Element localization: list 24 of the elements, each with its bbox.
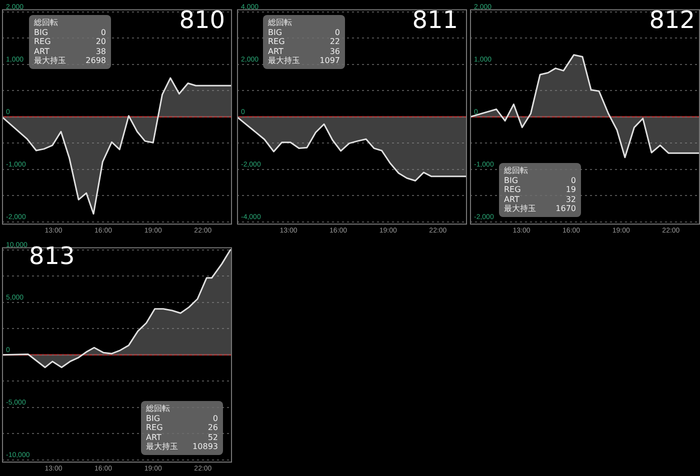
annotation: 総回転 — [268, 18, 292, 28]
text: BIG 0 — [146, 414, 218, 422]
text: REG 20 — [34, 37, 106, 46]
chart-title: 812 — [649, 6, 695, 34]
text: ART 38 — [34, 46, 106, 56]
chart-title: 813 — [29, 242, 75, 270]
text: ART 52 — [146, 432, 218, 442]
annotation: 総回転 — [146, 404, 170, 414]
text: 最大持玉 1097 — [268, 56, 340, 65]
text: 最大持玉 1670 — [504, 204, 576, 213]
text: REG 26 — [146, 423, 218, 432]
annotation: 総回転 — [504, 166, 528, 176]
chart-title: 811 — [412, 6, 458, 34]
text: BIG 0 — [504, 176, 576, 184]
text: ART 32 — [504, 194, 576, 204]
text: 最大持玉 2698 — [34, 56, 106, 65]
annotation: 総回転 — [34, 18, 58, 28]
text: BIG 0 — [34, 28, 106, 36]
text: BIG 0 — [268, 28, 340, 36]
text: REG 19 — [504, 185, 576, 194]
chart-title: 810 — [179, 6, 225, 34]
text: ART 36 — [268, 46, 340, 56]
text: REG 22 — [268, 37, 340, 46]
text: 最大持玉 10893 — [146, 442, 218, 451]
